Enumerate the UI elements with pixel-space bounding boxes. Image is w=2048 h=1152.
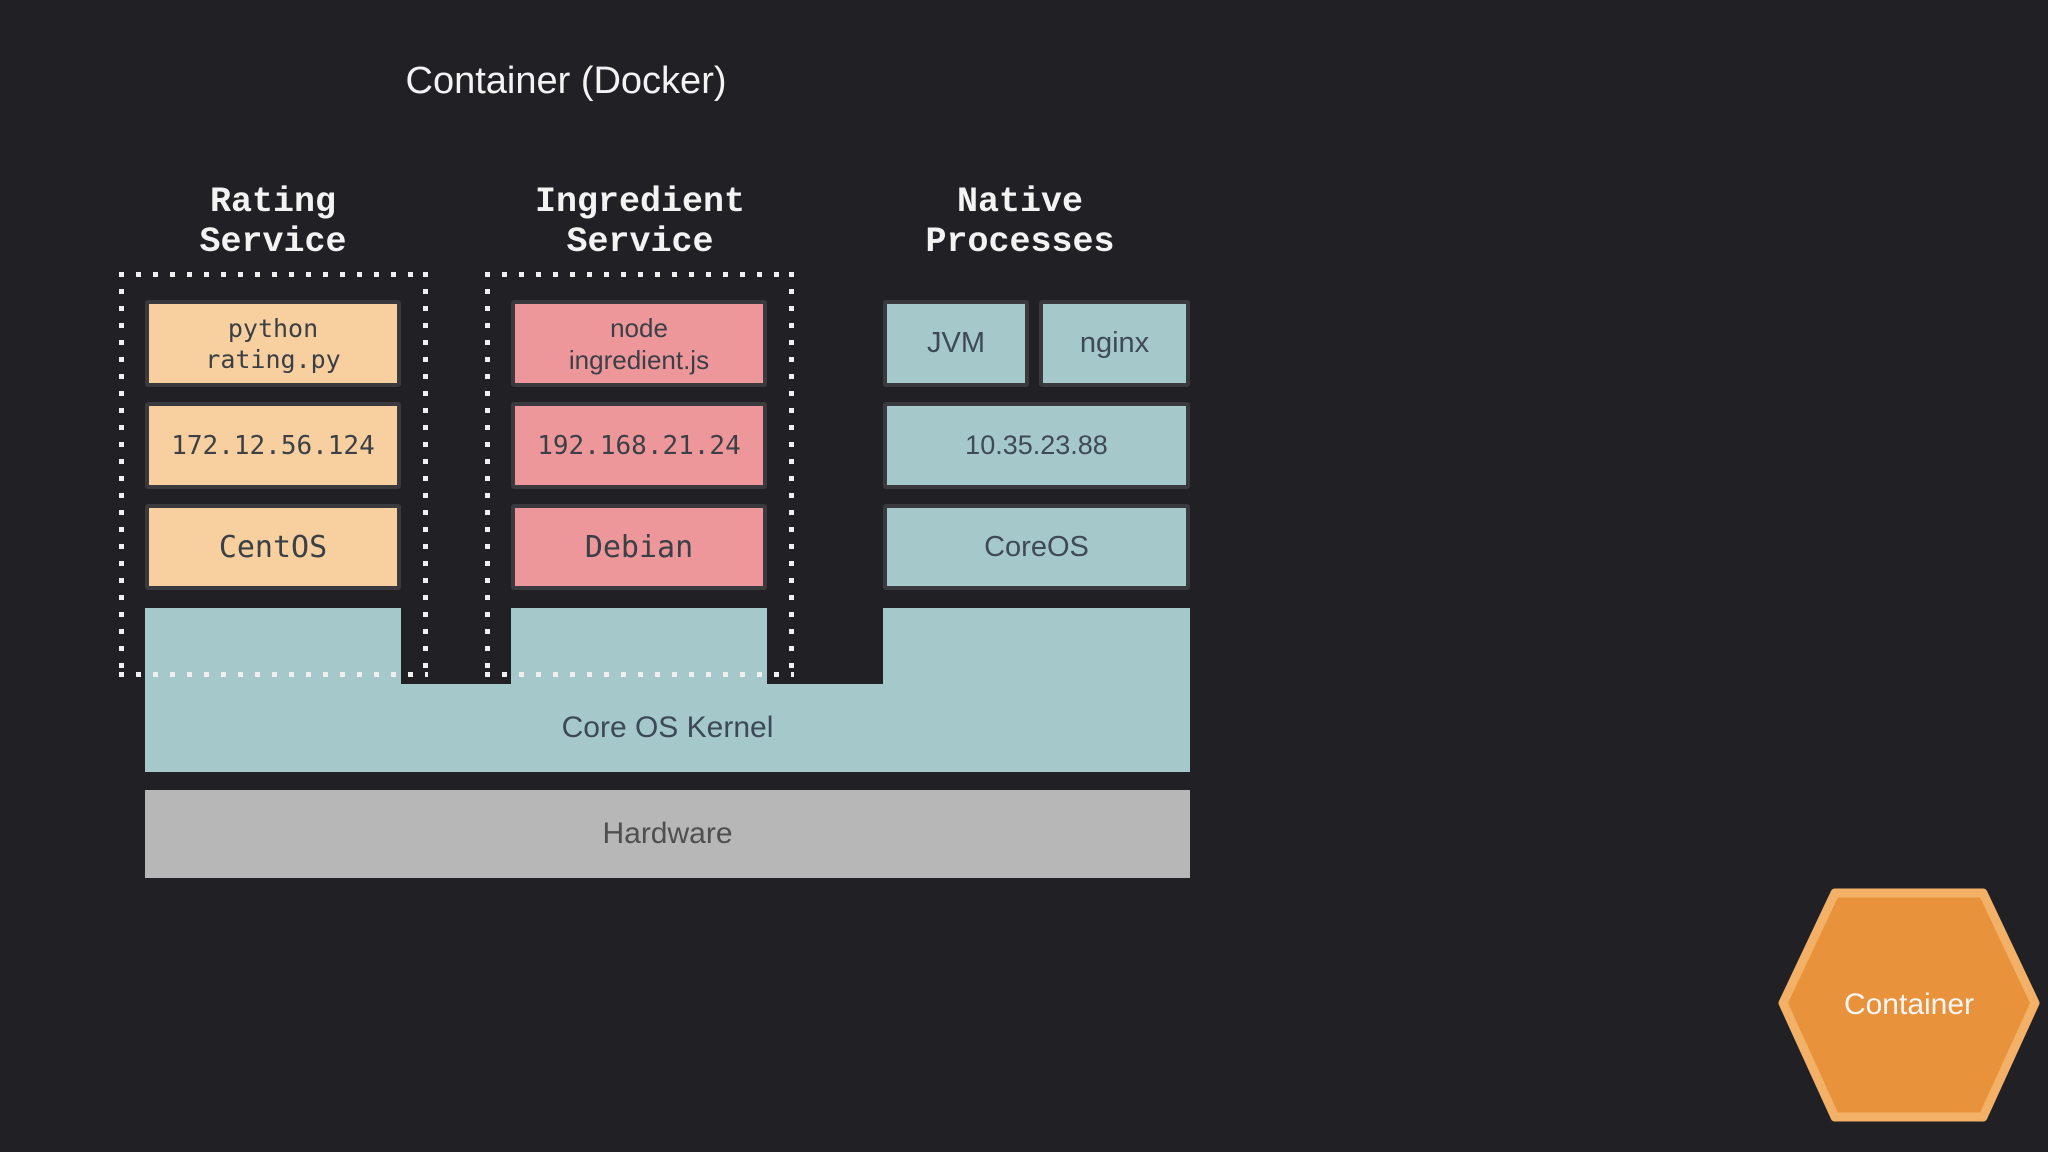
rating-os-box: CentOS [145,504,401,590]
heading-ingredient-service: Ingredient Service [480,182,800,262]
ingredient-os-box: Debian [511,504,767,590]
ingredient-process-line2: ingredient.js [568,344,710,375]
dotted-edge-left [119,272,124,677]
rating-process-box: python rating.py [145,300,401,387]
container-hexagon-label: Container [1843,988,1975,1021]
kernel-tab-ingredient [511,608,767,690]
dotted-edge-left [485,272,490,677]
heading-native-processes: Native Processes [860,182,1180,262]
heading-ingredient-line1: Ingredient [534,182,746,222]
dotted-edge-right [789,272,794,677]
ingredient-ip-box: 192.168.21.24 [511,402,767,489]
native-ip-box: 10.35.23.88 [883,402,1190,489]
heading-native-line2: Processes [925,222,1115,262]
native-process-jvm-box: JVM [883,300,1029,387]
slide-title: Container (Docker) [405,60,727,102]
dotted-edge-right [423,272,428,677]
rating-ip-box: 172.12.56.124 [145,402,401,489]
dotted-edge-top [485,272,794,277]
heading-native-line1: Native [956,182,1084,222]
hexagon-shape [1778,888,2040,1122]
rating-process-line2: rating.py [205,344,341,374]
ingredient-process-box: node ingredient.js [511,300,767,387]
heading-rating-line1: Rating [209,182,337,222]
ingredient-process-line1: node [610,312,668,343]
rating-process-line1: python [227,313,319,343]
native-os-box: CoreOS [883,504,1190,590]
heading-rating-line2: Service [199,222,347,262]
native-process-nginx-box: nginx [1039,300,1190,387]
dotted-edge-top [119,272,428,277]
core-os-kernel-bar: Core OS Kernel [145,684,1190,772]
kernel-tab-native [883,608,1190,690]
heading-ingredient-line2: Service [566,222,714,262]
kernel-tab-rating [145,608,401,690]
heading-rating-service: Rating Service [113,182,433,262]
container-hexagon-icon [1778,888,2040,1122]
hardware-bar: Hardware [145,790,1190,878]
